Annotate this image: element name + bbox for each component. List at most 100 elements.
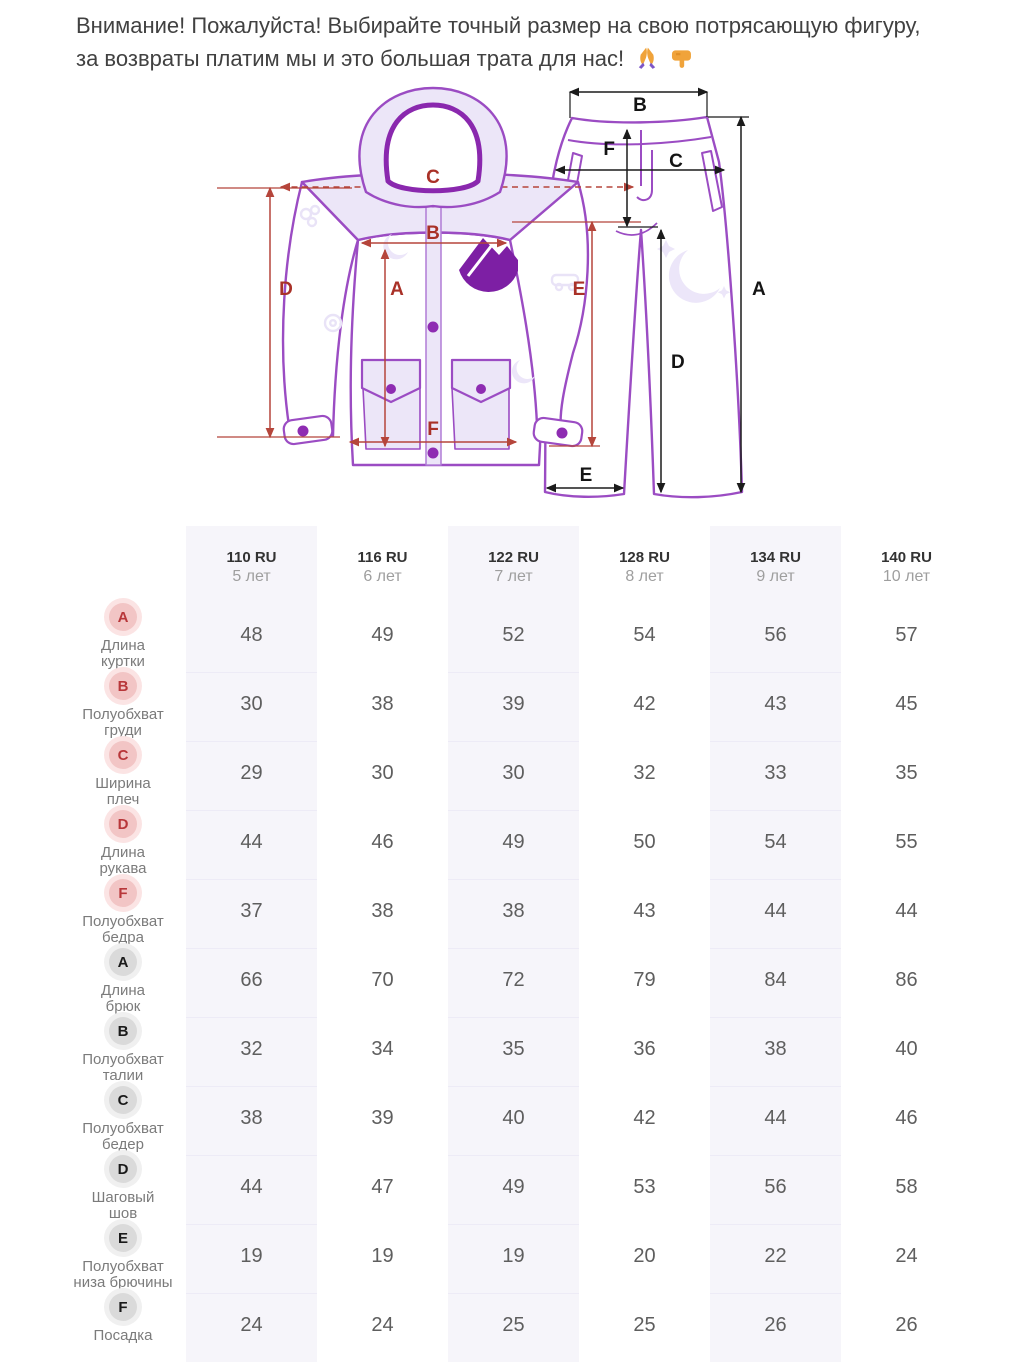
row-header: E Полуобхват низа брючины xyxy=(60,1219,186,1293)
value-cell: 20 xyxy=(633,1244,656,1267)
size-column-header: 116 RU 6 лет xyxy=(317,526,448,603)
value-cell: 25 xyxy=(633,1313,656,1336)
value-cell: 50 xyxy=(633,830,656,853)
value-cell: 45 xyxy=(895,692,918,715)
jacket-letter-C: C xyxy=(426,167,440,188)
row-header: F Полуобхват бедра xyxy=(60,874,186,948)
value-cell: 47 xyxy=(371,1175,394,1198)
measure-label: Ширина плеч xyxy=(95,775,151,808)
value-cell: 53 xyxy=(633,1175,656,1198)
measure-label: Длина куртки xyxy=(101,637,145,670)
measure-badge: B xyxy=(104,1012,142,1050)
table-row: A Длина куртки 48 49 52 54 56 57 xyxy=(60,598,1024,672)
value-cell: 24 xyxy=(371,1313,394,1336)
measure-badge: C xyxy=(104,1081,142,1119)
table-row: B Полуобхват груди 30 38 39 42 43 45 xyxy=(60,667,1024,741)
size-label: 122 RU xyxy=(488,549,539,566)
row-header: D Шаговый шов xyxy=(60,1150,186,1224)
value-cell: 84 xyxy=(710,948,841,1017)
jacket-hood xyxy=(358,86,508,209)
measure-badge: D xyxy=(104,805,142,843)
value-cell: 35 xyxy=(895,761,918,784)
measure-letter: F xyxy=(109,1293,137,1321)
value-cell: 19 xyxy=(371,1244,394,1267)
table-header-row: 110 RU 5 лет 116 RU 6 лет 122 RU 7 лет 1… xyxy=(60,526,1024,603)
size-label: 128 RU xyxy=(619,549,670,566)
size-column-header: 122 RU 7 лет xyxy=(448,526,579,603)
row-header: F Посадка xyxy=(60,1288,186,1362)
measure-letter: F xyxy=(109,879,137,907)
value-cell: 30 xyxy=(448,741,579,810)
measure-letter: D xyxy=(109,810,137,838)
age-label: 5 лет xyxy=(232,568,271,585)
measure-letter: E xyxy=(109,1224,137,1252)
value-cell: 54 xyxy=(633,623,656,646)
value-cell: 58 xyxy=(895,1175,918,1198)
value-cell: 86 xyxy=(895,968,918,991)
value-cell: 79 xyxy=(633,968,656,991)
value-cell: 35 xyxy=(448,1017,579,1086)
value-cell: 46 xyxy=(371,830,394,853)
table-row: D Длина рукава 44 46 49 50 54 55 xyxy=(60,805,1024,879)
value-cell: 42 xyxy=(633,692,656,715)
value-cell: 38 xyxy=(710,1017,841,1086)
age-label: 6 лет xyxy=(363,568,402,585)
row-header: A Длина брюк xyxy=(60,943,186,1017)
brand-logo-icon xyxy=(459,238,518,292)
value-cell: 44 xyxy=(895,899,918,922)
measure-letter: B xyxy=(109,672,137,700)
pants-letter-C: C xyxy=(669,151,683,172)
age-label: 8 лет xyxy=(625,568,664,585)
jacket-letter-D: D xyxy=(279,279,293,300)
row-header: D Длина рукава xyxy=(60,805,186,879)
measure-letter: C xyxy=(109,741,137,769)
jacket-letter-A: A xyxy=(390,279,404,300)
table-row: A Длина брюк 66 70 72 79 84 86 xyxy=(60,943,1024,1017)
pants-crotch-seam xyxy=(615,222,658,236)
value-cell: 30 xyxy=(371,761,394,784)
measure-label: Длина рукава xyxy=(99,844,147,877)
table-row: F Посадка 24 24 25 25 26 26 xyxy=(60,1288,1024,1362)
value-cell: 43 xyxy=(633,899,656,922)
value-cell: 44 xyxy=(710,879,841,948)
jacket-letter-B: B xyxy=(426,223,440,244)
value-cell: 40 xyxy=(448,1086,579,1155)
value-cell: 52 xyxy=(448,603,579,672)
size-column-header: 110 RU 5 лет xyxy=(186,526,317,603)
size-label: 134 RU xyxy=(750,549,801,566)
size-label: 116 RU xyxy=(357,549,408,566)
value-cell: 57 xyxy=(895,623,918,646)
value-cell: 32 xyxy=(633,761,656,784)
measure-label: Посадка xyxy=(93,1327,153,1344)
measure-label: Длина брюк xyxy=(101,982,145,1015)
measure-letter: A xyxy=(109,603,137,631)
value-cell: 37 xyxy=(186,879,317,948)
measure-badge: C xyxy=(104,736,142,774)
value-cell: 72 xyxy=(448,948,579,1017)
measure-badge: A xyxy=(104,943,142,981)
value-cell: 32 xyxy=(186,1017,317,1086)
value-cell: 34 xyxy=(371,1037,394,1060)
measure-label: Шаговый шов xyxy=(91,1189,155,1222)
measure-label: Полуобхват бедра xyxy=(82,913,164,946)
value-cell: 46 xyxy=(895,1106,918,1129)
notice-line: Внимание! Пожалуйста! Выбирайте точный р… xyxy=(76,13,921,71)
folded-hands-icon xyxy=(639,47,656,69)
pants-arrows xyxy=(545,87,749,494)
size-table: 110 RU 5 лет 116 RU 6 лет 122 RU 7 лет 1… xyxy=(60,526,1024,1362)
value-cell: 40 xyxy=(895,1037,918,1060)
age-label: 7 лет xyxy=(494,568,533,585)
size-column-header: 140 RU 10 лет xyxy=(841,526,972,603)
value-cell: 19 xyxy=(186,1224,317,1293)
suit-measurements-svg: A B C D E F A B C D E F xyxy=(217,86,766,499)
measure-badge: F xyxy=(104,874,142,912)
measure-label: Полуобхват груди xyxy=(82,706,164,739)
value-cell: 24 xyxy=(895,1244,918,1267)
jacket-arrows xyxy=(217,186,641,448)
size-column-header: 134 RU 9 лет xyxy=(710,526,841,603)
pants-letter-E: E xyxy=(580,465,593,486)
measure-letter: B xyxy=(109,1017,137,1045)
pants-letter-B: B xyxy=(633,95,647,116)
row-header: C Ширина плеч xyxy=(60,736,186,810)
age-label: 10 лет xyxy=(882,568,931,585)
